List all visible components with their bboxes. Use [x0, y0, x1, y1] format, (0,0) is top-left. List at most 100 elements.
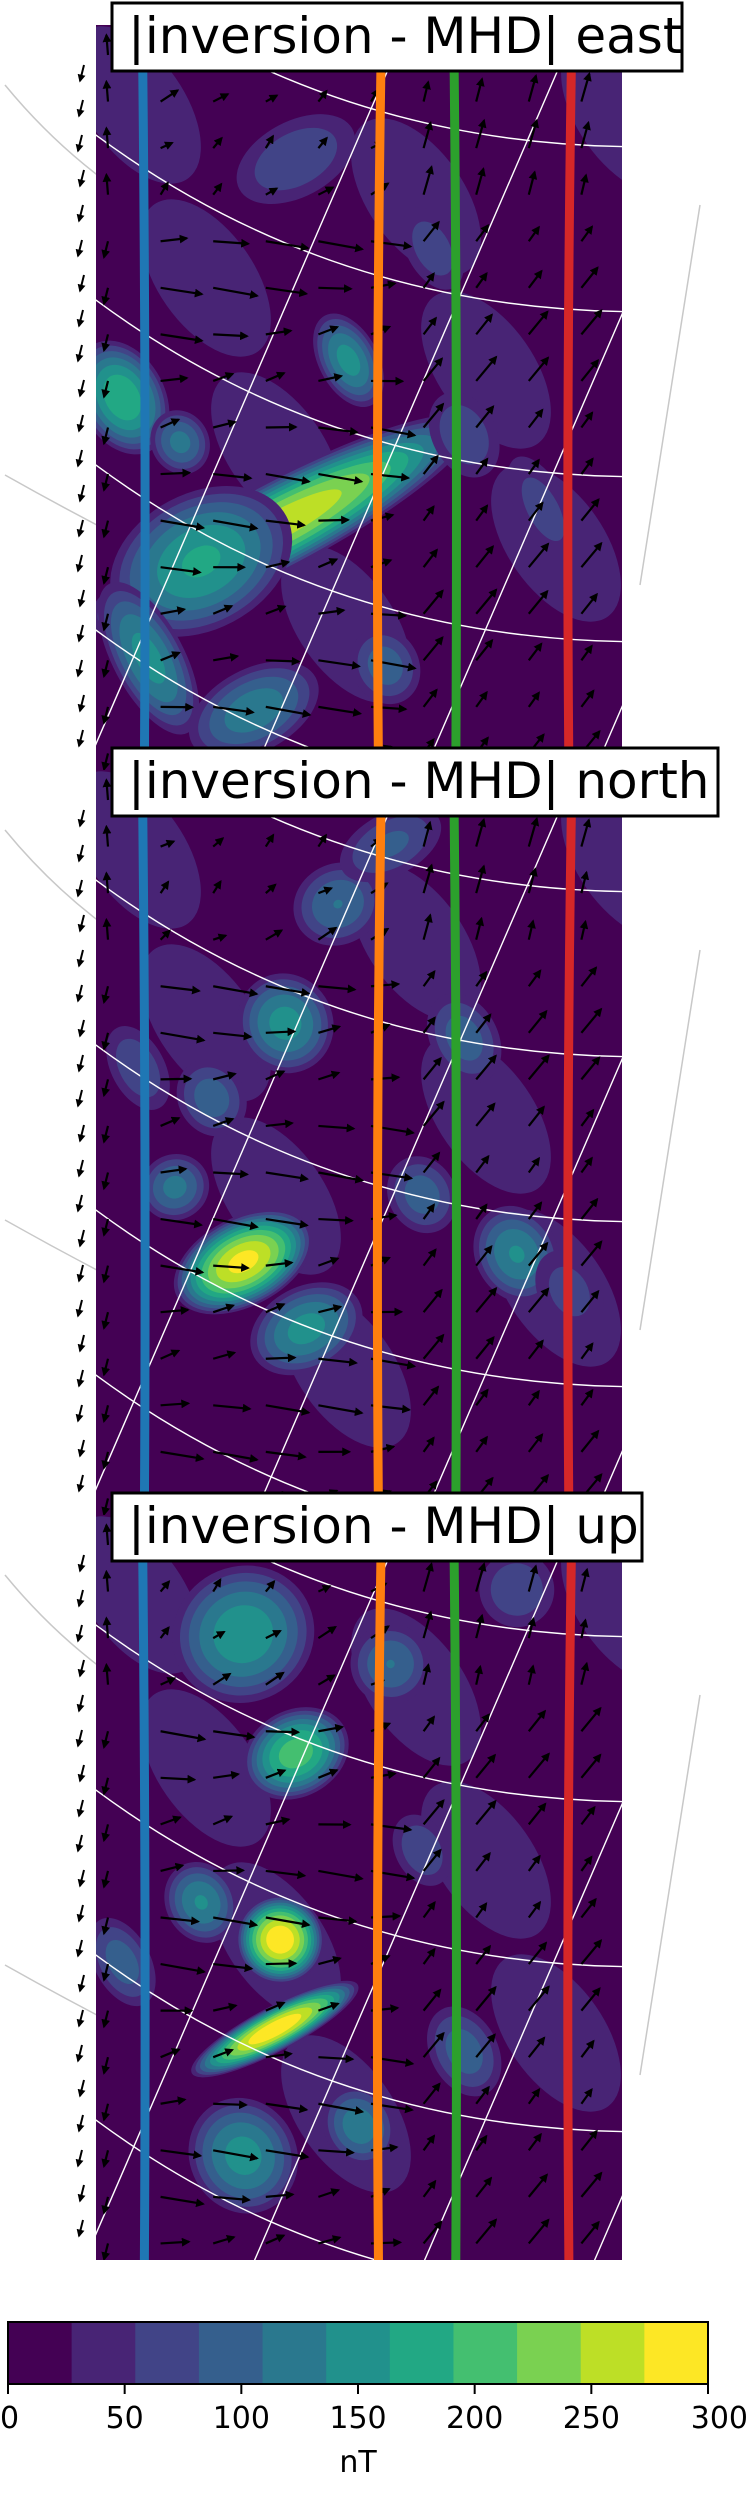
edge-arrow: [75, 1194, 84, 1213]
quiver-arrow: [265, 1353, 297, 1363]
quiver-arrow: [212, 1350, 237, 1360]
quiver-arrow: [422, 1100, 445, 1127]
contour-blob: [278, 1738, 313, 1769]
quiver-arrow: [101, 753, 110, 770]
quiver-arrow: [212, 879, 222, 894]
quiver-arrow: [265, 883, 277, 894]
quiver-arrow: [475, 1286, 498, 1313]
quiver-arrow: [527, 458, 540, 475]
quiver-arrow: [318, 984, 357, 994]
quiver-arrow: [101, 1079, 110, 1098]
quiver-arrow: [318, 1916, 358, 1926]
quiver-arrow: [527, 73, 539, 102]
grid-longitude-line: [96, 770, 409, 1491]
quiver-arrow: [213, 1217, 259, 1231]
quiver-arrow: [317, 1674, 336, 1686]
quiver-arrow: [317, 136, 328, 149]
contour-blob: [105, 1939, 139, 1985]
edge-arrow: [76, 204, 85, 223]
quiver-arrow: [101, 2150, 110, 2169]
quiver-arrows: [101, 1515, 603, 2260]
quiver-arrow: [318, 426, 359, 436]
quiver-arrow: [317, 1768, 339, 1779]
quiver-arrow: [527, 2087, 541, 2105]
quiver-arrow: [527, 1389, 540, 1406]
quiver-arrow: [422, 1799, 445, 1826]
quiver-arrow: [580, 309, 603, 336]
quiver-arrow: [212, 2002, 238, 2012]
quiver-arrow: [580, 870, 590, 894]
edge-arrow: [76, 1054, 85, 1073]
quiver-arrow: [580, 1753, 602, 1779]
quiver-arrow: [579, 1618, 589, 1639]
quiver-arrow: [580, 1056, 601, 1081]
quiver-arrow: [265, 1629, 282, 1640]
quiver-arrow: [159, 1580, 171, 1593]
contour-blob: [412, 221, 454, 276]
quiver-arrow: [102, 778, 112, 801]
quiver-arrow: [265, 1959, 298, 1968]
panel-title-box: |inversion - MHD| north: [110, 746, 720, 818]
quiver-arrow: [580, 225, 594, 242]
quiver-arrow: [527, 1201, 543, 1220]
quiver-arrow: [475, 545, 495, 568]
quiver-arrow: [422, 1248, 437, 1267]
contour-blob: [181, 545, 221, 578]
edge-arrow: [76, 1474, 85, 1493]
quiver-arrow: [102, 79, 112, 102]
quiver-arrow: [101, 520, 110, 539]
quiver-arrow: [475, 118, 487, 149]
quiver-arrow: [160, 418, 181, 429]
edge-arrow: [75, 1834, 84, 1853]
quiver-arrow: [101, 1358, 110, 1377]
quiver-arrow: [160, 839, 176, 849]
colorbar-tick-label: 250: [563, 2401, 620, 2436]
quiver-arrow: [580, 457, 594, 475]
quiver-arrow: [159, 929, 171, 941]
quiver-arrow: [580, 592, 598, 615]
quiver-arrow: [101, 1824, 110, 1843]
quiver-arrow: [475, 1985, 497, 2012]
contour-blob: [254, 127, 338, 191]
contour-blob: [169, 431, 191, 454]
vertical-lines: [137, 769, 577, 1516]
grid-latitude-line: [96, 464, 622, 643]
edge-arrow: [76, 1589, 85, 1608]
quiver-arrow: [527, 589, 549, 615]
colorbar-tick-label: 100: [213, 2401, 270, 2436]
edge-arrow: [76, 624, 85, 643]
quiver-arrow: [527, 691, 540, 708]
quiver-arrow: [527, 356, 550, 382]
grid-latitude-line: [96, 2119, 379, 2260]
quiver-arrow: [580, 1567, 590, 1592]
quiver-arrow: [527, 1287, 550, 1313]
quiver-arrow: [422, 589, 444, 615]
quiver-arrow: [160, 2195, 205, 2208]
quiver-arrow: [527, 408, 544, 429]
quiver-arrow: [265, 1916, 311, 1929]
quiver-arrow: [475, 638, 494, 661]
quiver-arrow: [160, 566, 202, 576]
quiver-arrow: [527, 1105, 545, 1127]
quiver-arrow: [527, 310, 549, 336]
quiver-arrow: [318, 1215, 354, 1225]
panel-title-box: |inversion - MHD| up: [110, 1491, 644, 1563]
quiver-arrow: [527, 542, 550, 568]
quiver-arrow: [579, 919, 589, 940]
quiver-arrow: [580, 2088, 593, 2105]
quiver-arrow: [318, 659, 361, 670]
quiver-arrow: [212, 1303, 235, 1314]
quiver-arrow: [317, 186, 335, 196]
quiver-arrow: [318, 1955, 342, 1966]
quiver-arrow: [580, 1289, 600, 1313]
quiver-arrow: [422, 548, 438, 568]
panel-plot-area: [96, 25, 622, 770]
quiver-arrow: [265, 1816, 291, 1826]
quiver-arrow: [580, 1661, 590, 1685]
quiver-arrow: [102, 824, 112, 847]
grid-longitude-line: [423, 1057, 622, 1515]
quiver-arrow: [318, 2102, 365, 2115]
quiver-arrow: [475, 167, 486, 195]
edge-arrow: [77, 1764, 86, 1783]
quiver-arrow: [318, 1024, 342, 1034]
